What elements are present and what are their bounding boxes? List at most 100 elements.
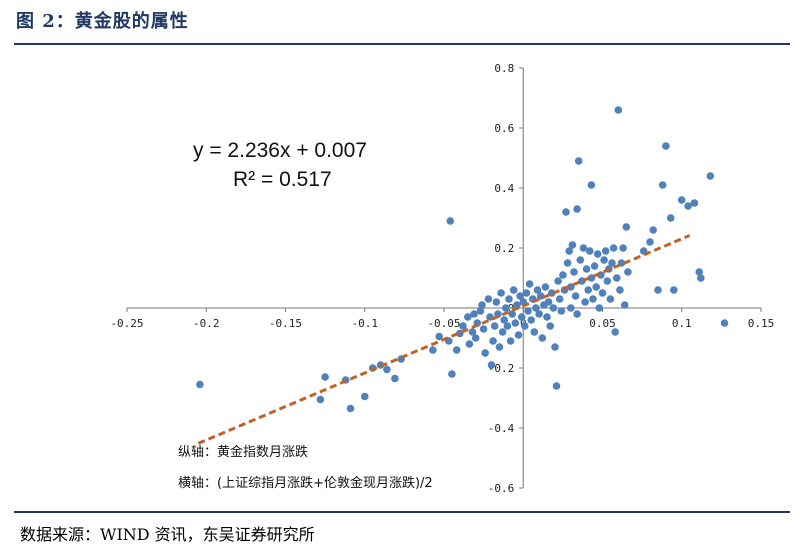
y-axis-note: 纵轴：黄金指数月涨跌 [178,444,308,460]
equation-label: y = 2.236x + 0.007 [193,139,367,162]
data-point [316,395,325,404]
data-point [508,310,516,318]
y-tick-label: 0.8 [494,62,514,75]
data-point [321,373,329,381]
data-point [471,334,480,342]
data-point [586,247,594,255]
data-point [361,392,369,401]
data-point [611,328,619,336]
data-point [511,319,520,327]
data-point [614,106,623,114]
data-point [592,283,600,291]
data-point [506,337,515,345]
data-point [533,286,542,294]
data-point [654,286,662,294]
data-point [498,328,507,336]
data-point [479,325,488,333]
data-point [616,286,624,294]
data-point [619,244,627,252]
data-point [538,334,547,342]
data-point [557,307,566,315]
data-point [695,268,703,276]
data-point [476,307,485,315]
data-point [514,331,523,339]
data-point [525,280,534,288]
data-points [196,106,729,413]
data-point [595,304,604,312]
data-point [509,286,518,294]
data-point [662,142,670,150]
data-point [624,268,632,276]
data-point [609,244,618,252]
data-point [448,370,456,378]
data-point [555,295,564,303]
data-point [579,244,588,252]
data-point [587,181,596,189]
data-point [677,196,686,204]
data-point [435,332,444,341]
data-point [535,310,543,318]
data-point [486,313,494,321]
x-tick-label: -0.05 [427,317,460,330]
data-point [574,157,583,165]
data-point [608,259,616,267]
data-point [684,202,692,210]
y-tick-labels: 0.80.60.40.20-0.2-0.4-0.6 [488,62,524,495]
data-point [500,316,509,324]
data-point [489,337,497,345]
trend-line [197,234,691,445]
data-point [513,301,521,309]
data-point [697,274,705,282]
x-tick-label: -0.2 [193,317,220,330]
y-tick-label: 0.4 [494,182,514,195]
data-point [649,226,657,234]
data-point [563,259,572,267]
data-point [552,382,561,390]
data-point [613,274,621,282]
data-point [383,365,391,374]
data-point [568,241,577,249]
data-point [554,277,562,285]
figure-title: 图 2：黄金股的属性 [16,11,189,32]
data-point [536,292,545,300]
data-point [622,223,631,231]
data-point [587,274,596,282]
data-point [646,238,654,246]
data-point [670,286,678,294]
data-point [620,301,629,309]
data-point [589,295,597,303]
data-point [584,286,592,294]
x-tick-label: 0.1 [672,317,692,330]
data-point [603,277,612,285]
source-note: 数据来源：WIND 资讯，东吴证券研究所 [20,525,315,544]
x-tick-label: 0.15 [748,317,775,330]
footer-rule [14,511,790,513]
data-point [490,322,499,330]
data-point [559,271,567,279]
x-axis-note: 横轴：(上证综指月涨跌+伦敦金现月涨跌)/2 [178,475,433,491]
data-point [571,292,580,300]
data-point [532,304,540,312]
data-point [541,283,550,291]
data-point [478,301,486,309]
scatter-chart: -0.25-0.2-0.15-0.1-0.0500.050.10.15 0.80… [110,62,775,495]
data-point [459,322,467,330]
y-tick-label: -0.6 [488,482,515,495]
title-rule [14,43,790,45]
data-point [551,343,559,351]
data-point [503,322,512,330]
y-tick-label: -0.4 [488,422,515,435]
data-point [549,304,558,312]
data-point [521,322,529,330]
data-point [452,346,461,354]
data-point [492,298,501,306]
data-point [582,265,591,273]
data-point [573,205,581,213]
data-point [468,328,477,336]
data-point [666,214,675,222]
data-point [573,310,581,318]
data-point [530,328,539,336]
data-point [562,208,570,216]
data-point [464,313,472,321]
data-point [706,172,715,180]
